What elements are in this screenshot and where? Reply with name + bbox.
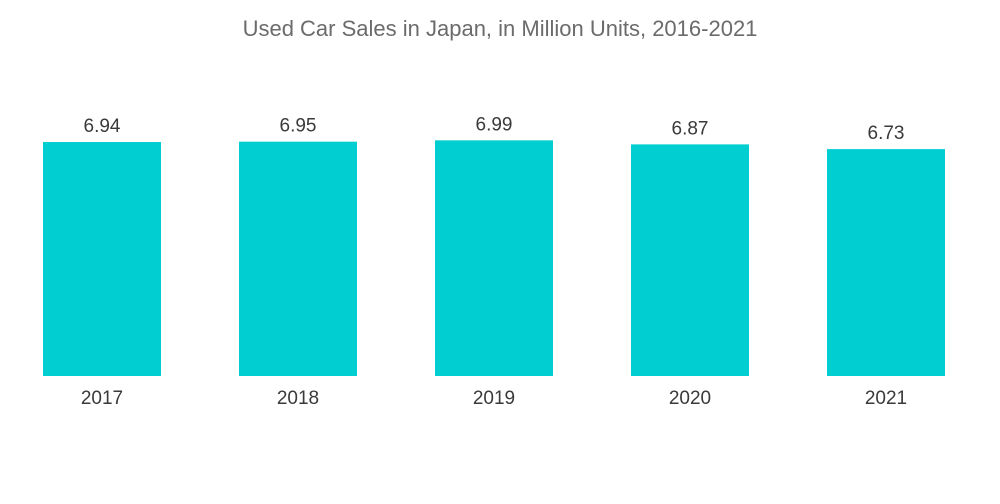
bar-2019 xyxy=(435,140,553,376)
bars-layer xyxy=(43,140,945,376)
x-tick-label-2021: 2021 xyxy=(865,388,907,409)
bar-2021 xyxy=(827,149,945,376)
data-label-2018: 6.95 xyxy=(280,116,317,137)
data-label-2020: 6.87 xyxy=(672,118,709,139)
chart-title: Used Car Sales in Japan, in Million Unit… xyxy=(242,16,758,41)
data-label-2017: 6.94 xyxy=(84,116,121,137)
bar-2017 xyxy=(43,142,161,376)
bar-2018 xyxy=(239,141,357,376)
bar-2020 xyxy=(631,144,749,376)
x-tick-label-2018: 2018 xyxy=(277,388,319,409)
x-tick-label-2017: 2017 xyxy=(81,388,123,409)
x-tick-label-2020: 2020 xyxy=(669,388,711,409)
x-axis-ticks-layer: 2017 2018 2019 2020 2021 xyxy=(81,388,907,409)
value-labels-layer: 6.94 6.95 6.99 6.87 6.73 xyxy=(84,114,905,144)
data-label-2021: 6.73 xyxy=(868,123,905,144)
x-tick-label-2019: 2019 xyxy=(473,388,515,409)
data-label-2019: 6.99 xyxy=(476,114,513,135)
